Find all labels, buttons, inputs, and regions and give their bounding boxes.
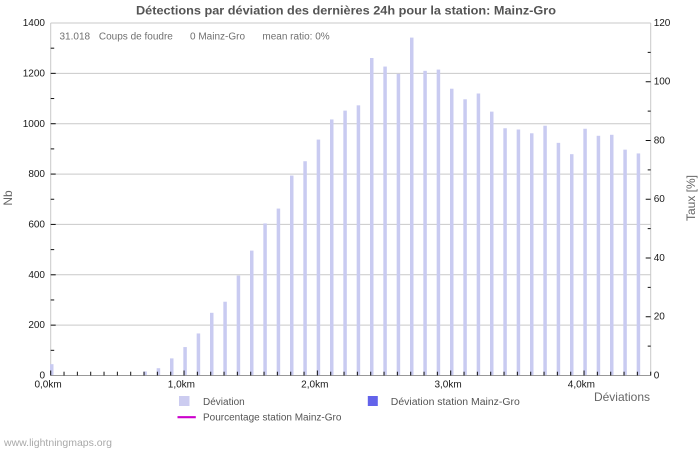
svg-text:0 Mainz-Gro: 0 Mainz-Gro [190,31,245,42]
svg-text:Détections par déviation des d: Détections par déviation des dernières 2… [136,4,556,18]
svg-text:40: 40 [654,253,666,264]
svg-text:1,0km: 1,0km [168,380,195,391]
svg-text:3,0km: 3,0km [434,380,461,391]
svg-text:Taux [%]: Taux [%] [684,175,698,221]
svg-text:0,0km: 0,0km [34,380,61,391]
svg-text:31.018: 31.018 [60,31,91,42]
svg-text:20: 20 [654,312,666,323]
svg-text:Déviation station Mainz-Gro: Déviation station Mainz-Gro [391,397,520,408]
svg-text:200: 200 [28,320,45,331]
svg-text:www.lightningmaps.org: www.lightningmaps.org [3,437,112,449]
svg-text:120: 120 [654,18,671,29]
svg-text:800: 800 [28,169,45,180]
svg-text:1200: 1200 [23,69,46,80]
svg-text:0: 0 [654,370,660,381]
svg-text:2,0km: 2,0km [301,380,328,391]
svg-text:100: 100 [654,77,671,88]
svg-text:1000: 1000 [23,119,46,130]
svg-text:0: 0 [39,371,45,382]
svg-text:mean ratio: 0%: mean ratio: 0% [262,31,329,42]
svg-text:4,0km: 4,0km [568,380,595,391]
svg-text:Pourcentage station Mainz-Gro: Pourcentage station Mainz-Gro [203,412,342,423]
svg-text:Déviation: Déviation [203,397,245,408]
svg-text:600: 600 [28,220,45,231]
svg-text:80: 80 [654,135,666,146]
svg-text:60: 60 [654,194,666,205]
svg-text:400: 400 [28,270,45,281]
svg-text:Déviations: Déviations [594,390,650,404]
svg-text:Coups de foudre: Coups de foudre [99,31,173,42]
svg-text:Nb: Nb [1,190,15,206]
svg-text:1400: 1400 [23,18,46,29]
